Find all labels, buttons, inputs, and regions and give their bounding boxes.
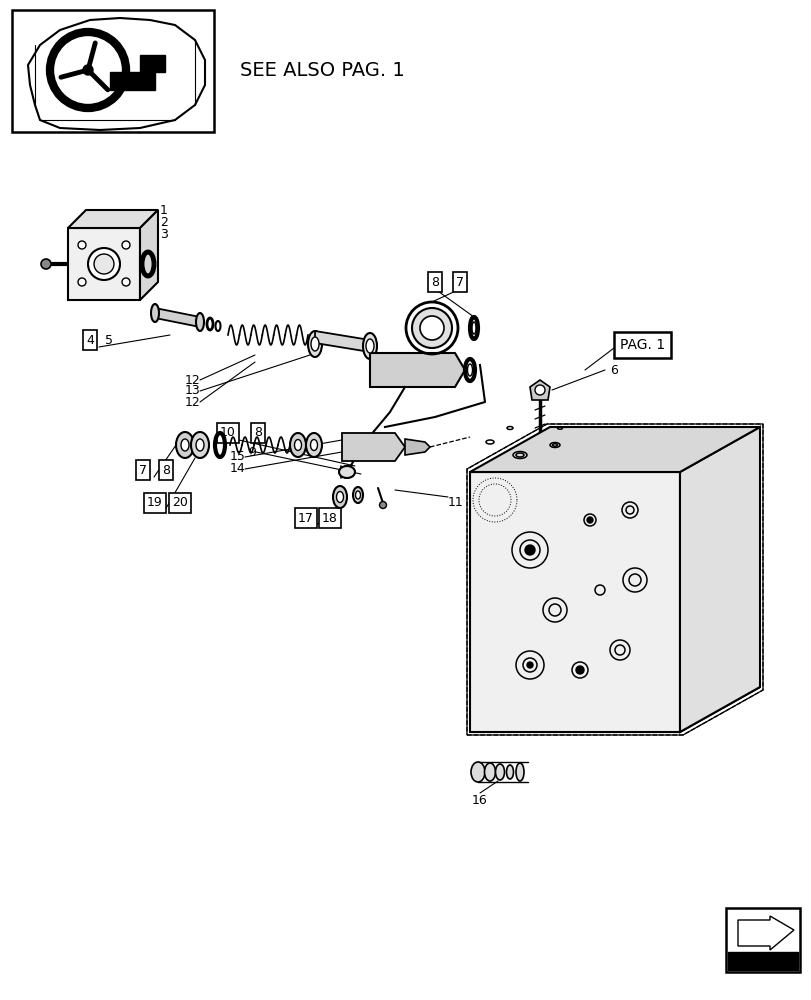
- Text: 3: 3: [160, 228, 168, 240]
- Ellipse shape: [151, 304, 159, 322]
- Ellipse shape: [484, 763, 495, 781]
- Bar: [12, 10, 214, 132]
- Text: 8: 8: [431, 275, 439, 288]
- Circle shape: [122, 278, 130, 286]
- Ellipse shape: [290, 433, 306, 457]
- Polygon shape: [68, 228, 139, 300]
- Ellipse shape: [355, 491, 360, 499]
- Ellipse shape: [366, 339, 374, 353]
- Circle shape: [41, 259, 51, 269]
- Text: 5: 5: [105, 334, 113, 347]
- Polygon shape: [727, 952, 797, 970]
- Text: 4: 4: [86, 334, 94, 347]
- Text: 13: 13: [185, 384, 200, 397]
- Text: 12: 12: [185, 373, 200, 386]
- Ellipse shape: [338, 466, 354, 478]
- Polygon shape: [470, 427, 759, 472]
- Text: 8: 8: [162, 464, 169, 477]
- Text: 8: 8: [254, 426, 262, 440]
- Circle shape: [525, 545, 534, 555]
- Ellipse shape: [306, 433, 322, 457]
- Polygon shape: [139, 210, 158, 300]
- Ellipse shape: [195, 313, 204, 331]
- Circle shape: [575, 666, 583, 674]
- Text: 19: 19: [147, 496, 163, 510]
- Text: 2: 2: [160, 216, 168, 229]
- Ellipse shape: [311, 337, 319, 351]
- Polygon shape: [155, 308, 200, 327]
- Text: 18: 18: [322, 512, 337, 524]
- Text: 16: 16: [471, 793, 487, 806]
- Ellipse shape: [336, 491, 343, 502]
- Polygon shape: [109, 72, 155, 90]
- Ellipse shape: [411, 308, 452, 348]
- Text: PAG. 1: PAG. 1: [620, 338, 664, 352]
- Ellipse shape: [310, 440, 317, 450]
- Circle shape: [122, 241, 130, 249]
- Circle shape: [379, 502, 386, 508]
- Polygon shape: [679, 427, 759, 732]
- Text: 17: 17: [298, 512, 314, 524]
- Circle shape: [586, 517, 592, 523]
- Ellipse shape: [195, 439, 204, 451]
- Text: 11: 11: [448, 496, 463, 510]
- Text: 12: 12: [185, 395, 200, 408]
- Circle shape: [78, 241, 86, 249]
- Text: 20: 20: [172, 496, 187, 510]
- Ellipse shape: [307, 331, 322, 357]
- Ellipse shape: [353, 487, 363, 503]
- Ellipse shape: [495, 764, 504, 780]
- Ellipse shape: [191, 432, 208, 458]
- Circle shape: [50, 32, 126, 108]
- Text: 8: 8: [250, 426, 258, 440]
- Polygon shape: [470, 472, 679, 732]
- Polygon shape: [28, 18, 204, 130]
- Text: 7: 7: [456, 275, 463, 288]
- Polygon shape: [405, 439, 430, 455]
- Polygon shape: [737, 916, 793, 950]
- Bar: [725, 908, 799, 972]
- Ellipse shape: [294, 440, 301, 450]
- Circle shape: [526, 662, 532, 668]
- Ellipse shape: [419, 316, 444, 340]
- Text: 9: 9: [247, 446, 255, 458]
- Polygon shape: [530, 380, 549, 400]
- Ellipse shape: [176, 432, 194, 458]
- Circle shape: [83, 65, 93, 75]
- Ellipse shape: [470, 762, 484, 782]
- Ellipse shape: [181, 439, 189, 451]
- Ellipse shape: [333, 486, 346, 508]
- Text: SEE ALSO PAG. 1: SEE ALSO PAG. 1: [240, 61, 404, 80]
- Polygon shape: [315, 331, 370, 352]
- Text: 1: 1: [160, 204, 168, 217]
- Circle shape: [534, 385, 544, 395]
- Polygon shape: [370, 353, 465, 387]
- Circle shape: [78, 278, 86, 286]
- Circle shape: [94, 254, 114, 274]
- Ellipse shape: [515, 763, 523, 781]
- Polygon shape: [470, 687, 759, 732]
- Ellipse shape: [363, 333, 376, 359]
- Ellipse shape: [506, 765, 513, 779]
- Text: 6: 6: [609, 363, 617, 376]
- Circle shape: [58, 40, 118, 100]
- Text: 15: 15: [230, 450, 246, 464]
- Circle shape: [88, 248, 120, 280]
- Text: 10: 10: [220, 426, 236, 440]
- Text: 14: 14: [230, 462, 246, 476]
- Text: 7: 7: [139, 464, 147, 477]
- Polygon shape: [341, 433, 405, 461]
- Polygon shape: [68, 210, 158, 228]
- Polygon shape: [139, 55, 165, 72]
